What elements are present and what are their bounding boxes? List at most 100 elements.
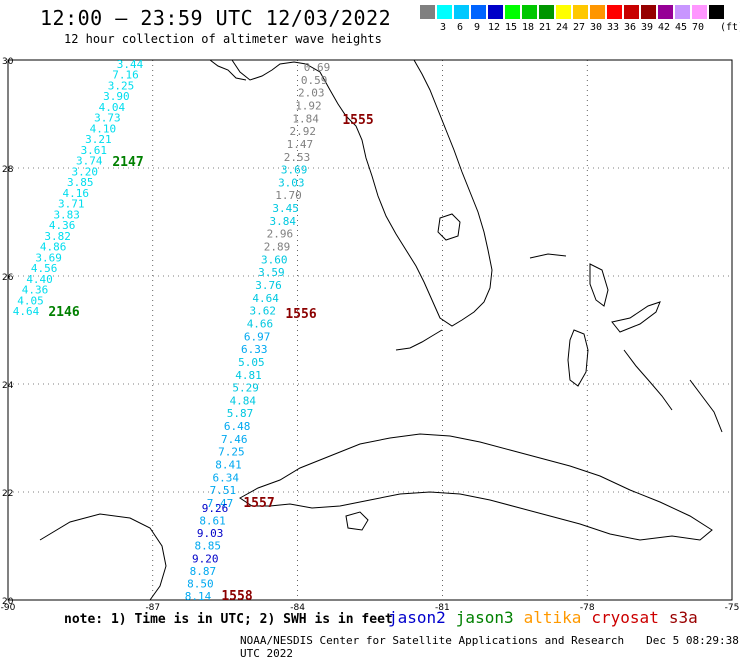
legend-swatch [624, 5, 639, 19]
legend-label: 9 [473, 22, 481, 33]
lake-okeechobee [437, 213, 461, 241]
lon-label: -78 [580, 603, 595, 613]
wave-height-value: 3.20 [72, 165, 99, 178]
altimeter-tracks: 3.447.163.253.904.043.734.103.213.613.74… [13, 58, 331, 603]
wave-height-value: 8.61 [199, 515, 226, 528]
wave-height-value: 1.47 [287, 138, 314, 151]
lat-label: 26 [2, 273, 14, 283]
wave-height-value: 3.84 [270, 215, 297, 228]
wave-height-value: 3.59 [258, 266, 285, 279]
legend-label: 36 [623, 22, 637, 33]
wave-height-value: 7.47 [207, 497, 234, 510]
lat-label: 28 [2, 165, 14, 175]
legend-label: 42 [657, 22, 671, 33]
legend-label: 12 [487, 22, 501, 33]
lon-label: -81 [435, 603, 450, 613]
coastlines [39, 59, 723, 601]
wave-height-value: 3.82 [44, 230, 71, 243]
legend-swatch [692, 5, 707, 19]
lon-label: -90 [1, 603, 16, 613]
wave-height-value: 8.41 [215, 459, 242, 472]
wave-height-value: 6.34 [212, 471, 239, 484]
wave-height-value: 3.25 [108, 79, 135, 92]
lon-label: -84 [290, 603, 305, 613]
legend-swatch [505, 5, 520, 19]
wave-height-value: 3.45 [272, 202, 299, 215]
wave-height-value: 4.86 [40, 241, 67, 254]
legend-swatch [675, 5, 690, 19]
wave-height-value: 7.51 [210, 484, 237, 497]
wave-height-value: 4.81 [235, 369, 262, 382]
wave-height-value: 9.03 [197, 527, 224, 540]
wave-height-value: 6.97 [244, 330, 271, 343]
wave-height-value: 7.25 [218, 446, 245, 459]
wave-height-value: 2.92 [289, 125, 316, 138]
satellite-jason2: jason2 [388, 608, 446, 627]
wave-height-value: 1.92 [295, 99, 322, 112]
legend-label: 24 [555, 22, 569, 33]
wave-height-value: 4.84 [230, 394, 257, 407]
wave-height-value: 3.03 [278, 176, 305, 189]
legend-swatch [488, 5, 503, 19]
pass-time-label: 2147 [112, 155, 143, 170]
cuba-coastline [239, 433, 713, 541]
wave-height-value: 6.33 [241, 343, 268, 356]
legend-unit: (ft) [720, 22, 740, 33]
satellite-legend: jason2 jason3 altika cryosat s3a [388, 608, 708, 627]
wave-height-value: 4.36 [49, 219, 76, 232]
wave-height-value: 8.14 [185, 590, 212, 603]
wave-height-value: 3.74 [76, 155, 103, 168]
legend-swatch [420, 5, 435, 19]
wave-height-value: 4.64 [252, 292, 279, 305]
satellite-cryosat: cryosat [591, 608, 659, 627]
legend-swatch [658, 5, 673, 19]
wave-height-value: 3.61 [81, 144, 108, 157]
wave-height-value: 0.69 [304, 61, 331, 74]
wave-height-value: 3.44 [117, 58, 144, 71]
wave-height-value: 9.26 [202, 502, 229, 515]
wave-height-value: 3.60 [261, 253, 288, 266]
wave-height-value: 3.69 [35, 251, 62, 264]
wave-height-value: 3.85 [67, 176, 94, 189]
map-footer: NOAA/NESDIS Center for Satellite Applica… [240, 634, 740, 660]
wave-height-value: 1.84 [292, 112, 319, 125]
wave-height-value: 4.05 [17, 294, 44, 307]
wave-height-value: 2.03 [298, 87, 325, 100]
florida-keys [395, 329, 443, 351]
bahamas-grand [529, 253, 567, 259]
legend-label: 30 [589, 22, 603, 33]
legend-label: 6 [456, 22, 464, 33]
legend-swatch [641, 5, 656, 19]
wave-height-value: 4.64 [13, 305, 40, 318]
lat-label: 30 [2, 57, 14, 67]
bahamas-exuma [623, 349, 673, 411]
wave-height-value: 4.04 [99, 101, 126, 114]
lat-label: 20 [2, 597, 14, 607]
yucatan-coastline [39, 513, 167, 601]
wave-height-value: 4.56 [31, 262, 58, 275]
pass-time-label: 1558 [221, 589, 252, 604]
wave-height-value: 9.20 [192, 552, 219, 565]
wave-height-value: 8.87 [190, 565, 217, 578]
wave-height-value: 3.71 [58, 198, 85, 211]
lon-label: -87 [145, 603, 160, 613]
wave-height-value: 6.48 [224, 420, 251, 433]
legend-swatch [607, 5, 622, 19]
wave-height-value: 3.21 [85, 133, 112, 146]
legend-label: 33 [606, 22, 620, 33]
legend-label: 70 [691, 22, 705, 33]
legend-swatch [573, 5, 588, 19]
bahamas-andros [567, 329, 589, 387]
wave-height-value: 4.40 [26, 273, 53, 286]
apalachee-coast [209, 59, 247, 81]
wave-height-value: 5.29 [232, 382, 259, 395]
graticule: -90 -87 -84 -81 -78 -75 30 28 26 24 22 20 [1, 57, 740, 613]
wave-height-value: 5.05 [238, 356, 265, 369]
legend-swatch [437, 5, 452, 19]
wave-height-value: 7.46 [221, 433, 248, 446]
legend-label: 18 [521, 22, 535, 33]
wave-height-value: 4.36 [22, 284, 49, 297]
legend-label: 3 [439, 22, 447, 33]
legend-swatch [522, 5, 537, 19]
